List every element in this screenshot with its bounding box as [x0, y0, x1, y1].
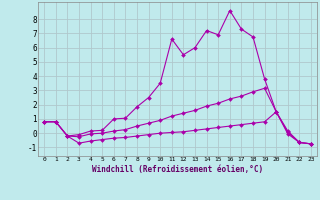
- X-axis label: Windchill (Refroidissement éolien,°C): Windchill (Refroidissement éolien,°C): [92, 165, 263, 174]
